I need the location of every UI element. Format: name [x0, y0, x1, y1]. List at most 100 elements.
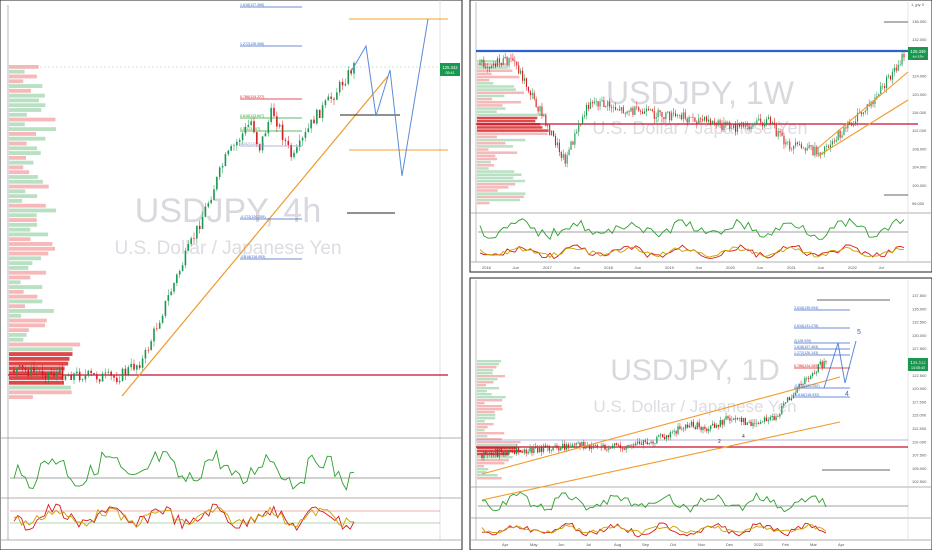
volume-bar: [9, 385, 71, 390]
y-tick-label: 112.500: [912, 426, 927, 431]
w1-volume-profile: [477, 60, 549, 205]
candle-body: [901, 54, 903, 65]
candle-body: [221, 166, 224, 168]
candle-body: [783, 403, 785, 406]
volume-bar: [477, 378, 498, 381]
d1-y-axis: 137.500 135.000 132.500 130.000 127.500 125.0…: [912, 293, 927, 484]
volume-bar: [9, 251, 49, 256]
volume-bar: [9, 246, 56, 251]
candle-body: [721, 124, 723, 130]
volume-bar: [9, 242, 53, 246]
candle-body: [775, 416, 777, 421]
h4-subtitle: U.S. Dollar / Japanese Yen: [114, 238, 341, 259]
volume-bar: [9, 175, 38, 179]
candle-body: [210, 199, 212, 204]
y-tick-label: 127.500: [912, 346, 927, 351]
candle-body: [711, 423, 714, 426]
candle-body: [490, 452, 493, 455]
candle-body: [508, 450, 510, 455]
candle-body: [717, 120, 719, 125]
candle-body: [527, 451, 529, 454]
candle-body: [569, 446, 572, 448]
volume-bar: [477, 363, 499, 366]
candle-body: [870, 101, 872, 107]
candle-body: [313, 119, 315, 124]
candle-body: [789, 141, 791, 150]
candle-body: [880, 85, 882, 95]
candle-body: [744, 417, 746, 425]
candle-body: [489, 66, 491, 69]
volume-bar: [9, 227, 31, 232]
candle-body: [619, 445, 622, 449]
candle-body: [677, 426, 679, 434]
candle-body: [698, 118, 700, 124]
y-tick-label: 125.000: [912, 360, 927, 365]
d1-projection-path: [823, 340, 857, 389]
volume-bar: [9, 69, 25, 74]
volume-bar: [9, 203, 46, 208]
candle-body: [611, 107, 613, 108]
volume-bar: [9, 65, 39, 69]
y-tick-label: 116.000: [912, 110, 927, 115]
fib-label: 0.786(124.289): [794, 364, 818, 368]
candle-body: [785, 141, 787, 145]
candle-body: [24, 368, 27, 371]
candle-body: [481, 455, 483, 458]
candle-body: [585, 445, 587, 449]
candle-body: [38, 371, 41, 372]
candle-body: [886, 76, 888, 89]
candle-body: [704, 426, 706, 429]
candle-body: [579, 442, 581, 447]
volume-bar: [9, 313, 22, 318]
candle-body: [56, 372, 58, 377]
candle-body: [733, 124, 735, 128]
volume-bar: [9, 93, 45, 98]
candle-body: [84, 374, 87, 380]
candle-body: [777, 416, 779, 418]
volume-bar: [477, 474, 498, 477]
x-tick-label: Apr: [838, 542, 845, 547]
candle-body: [544, 445, 547, 448]
candle-body: [276, 116, 278, 127]
candle-body: [798, 384, 800, 389]
volume-bar: [477, 438, 502, 441]
candle-body: [690, 116, 692, 118]
svg-text:125.342: 125.342: [442, 65, 458, 70]
candle-body: [752, 123, 754, 127]
candle-body: [769, 117, 771, 125]
y-tick-label: 128.000: [912, 55, 927, 60]
candle-body: [744, 123, 746, 127]
candle-body: [731, 419, 733, 421]
x-tick-label: Feb: [782, 542, 790, 547]
candle-body: [213, 189, 215, 200]
candle-body: [98, 379, 101, 382]
candle-body: [587, 104, 589, 109]
candle-body: [287, 140, 290, 145]
candle-body: [261, 136, 264, 151]
volume-bar: [477, 138, 526, 142]
oscillator-line: [481, 491, 827, 513]
volume-bar: [477, 69, 513, 72]
volume-bar: [477, 198, 521, 202]
candle-body: [771, 415, 773, 418]
candle-body: [96, 374, 98, 380]
d1-fib-levels: 3.618(135.094) 2.618(131.278) 2(128.920) 1.…: [794, 306, 850, 398]
y-tick-label: 120.000: [912, 92, 927, 97]
candle-body: [644, 440, 647, 442]
volume-bar: [477, 447, 516, 450]
candle-body: [839, 130, 841, 138]
candle-body: [630, 107, 632, 112]
fib-label: 1.618(127.368): [240, 3, 264, 7]
candle-body: [93, 373, 95, 375]
w1-indicators: [478, 218, 908, 260]
candle-body: [604, 444, 606, 450]
candle-body: [705, 116, 708, 122]
candle-body: [514, 450, 516, 454]
volume-bar: [9, 380, 64, 385]
candle-body: [642, 111, 644, 114]
candle-body: [792, 394, 794, 399]
fib-label: -0.618(118.932): [794, 393, 819, 397]
candle-body: [635, 443, 637, 446]
volume-bar: [477, 381, 494, 384]
x-tick-label: Nov: [698, 542, 705, 547]
